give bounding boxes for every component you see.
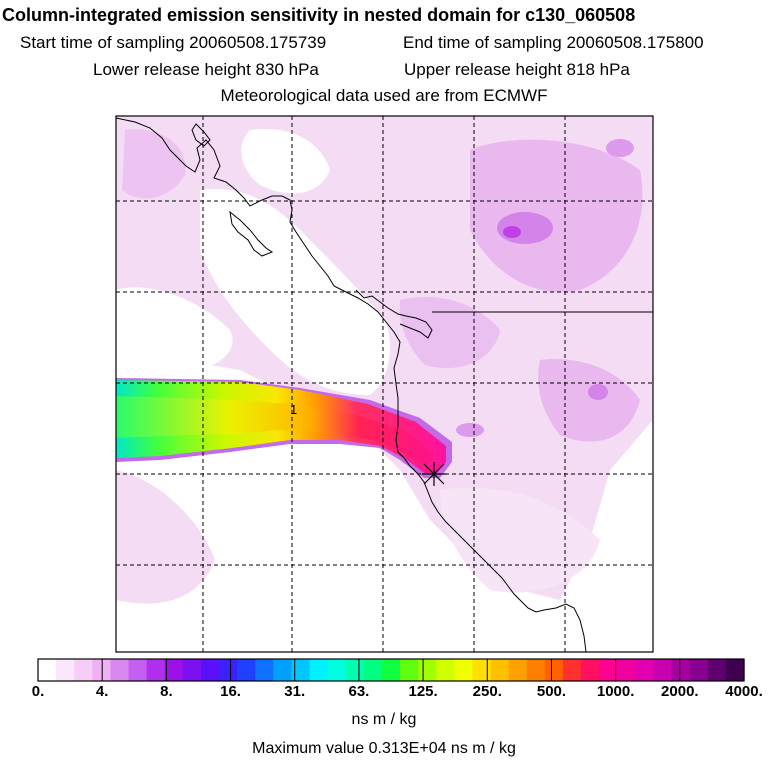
sampling-start: Start time of sampling 20060508.175739 — [20, 33, 327, 52]
release-upper: Upper release height 818 hPa — [404, 60, 630, 79]
colorbar-swatch — [526, 659, 546, 681]
colorbar-swatch — [381, 659, 401, 681]
colorbar-tick-label: 8. — [160, 683, 173, 700]
colorbar-tick-label: 4. — [95, 683, 109, 700]
colorbar-swatch — [436, 659, 455, 681]
plume-core — [116, 396, 432, 466]
colorbar-frame — [37, 658, 745, 682]
bay-1 — [355, 289, 433, 339]
colorbar-tick-label: 500. — [536, 683, 567, 700]
mid-pink-ne — [470, 139, 643, 292]
colorbar-tick-label: 4000. — [725, 683, 763, 700]
maximum-value: Maximum value 0.313E+04 ns m / kg — [252, 740, 516, 757]
release-lower: Lower release height 830 hPa — [93, 60, 319, 79]
plume-marker-label: 1 — [290, 402, 297, 417]
colorbar-swatch — [128, 659, 148, 681]
violet-spot-3 — [588, 384, 608, 400]
colorbar-swatch — [689, 659, 709, 681]
colorbar-tick-label: 1000. — [596, 683, 635, 700]
colorbar-swatch — [92, 659, 112, 681]
colorbar-swatch — [164, 659, 184, 681]
violet-spot-4 — [606, 139, 634, 157]
colorbar-swatch — [237, 659, 256, 681]
graticule — [116, 116, 653, 652]
colorbar-swatch — [599, 659, 618, 681]
release-marker — [422, 462, 446, 486]
colorbar-swatch — [725, 659, 745, 681]
colorbar-swatch — [562, 659, 582, 681]
colorbar-swatch — [255, 659, 274, 681]
colorbar-swatch — [617, 659, 636, 681]
mid-pink-center — [399, 296, 500, 369]
colorbar-swatch — [219, 659, 238, 681]
coastline — [115, 117, 587, 653]
colorbar-swatch — [327, 659, 347, 681]
colorbar-swatch — [200, 659, 220, 681]
colorbar-swatch — [418, 659, 437, 681]
colorbar-swatch — [146, 659, 166, 681]
colorbar-swatch — [472, 659, 492, 681]
pink-south-patch — [440, 487, 600, 593]
colorbar-tick-label: 125. — [408, 683, 438, 700]
colorbar-swatch — [707, 659, 727, 681]
colorbar-swatch — [671, 659, 691, 681]
figure-title: Column-integrated emission sensitivity i… — [2, 5, 636, 25]
colorbar-swatch — [508, 659, 528, 681]
violet-spot-2 — [503, 226, 521, 238]
colorbar-swatch — [635, 659, 655, 681]
colorbar-swatch — [74, 659, 93, 681]
colorbar-tick-label: 2000. — [661, 683, 699, 700]
colorbar-tick-label: 63. — [348, 683, 370, 700]
colorbar-tick-label: 250. — [472, 683, 502, 700]
colorbar-swatch — [309, 659, 329, 681]
colorbar-unit: ns m / kg — [351, 711, 417, 728]
colorbar-swatch — [490, 659, 510, 681]
colorbar-swatch — [363, 659, 383, 681]
colorbar-swatch — [400, 659, 419, 681]
colorbar-swatch — [544, 659, 564, 681]
colorbar-swatch — [291, 659, 311, 681]
colorbar-swatch — [110, 659, 130, 681]
colorbar-swatch — [273, 659, 293, 681]
colorbar-tick-label: 0. — [31, 683, 45, 700]
colorbar-swatch — [182, 659, 202, 681]
colorbar — [38, 659, 745, 681]
mid-pink-east — [538, 359, 640, 442]
sampling-row: Start time of sampling 20060508.175739 E… — [0, 33, 768, 55]
colorbar-swatch — [653, 659, 673, 681]
mid-pink-nw — [122, 129, 186, 199]
colorbar-tick-label: 16. — [220, 683, 241, 700]
map-frame — [115, 115, 654, 653]
colorbar-swatch — [56, 659, 75, 681]
sensitivity-field — [116, 116, 653, 604]
release-row: Lower release height 830 hPa Upper relea… — [0, 60, 768, 82]
sampling-end: End time of sampling 20060508.175800 — [403, 33, 704, 52]
colorbar-swatch — [345, 659, 365, 681]
white-north-patch — [241, 129, 330, 194]
pink-sw-patch — [116, 470, 215, 604]
met-source: Meteorological data used are from ECMWF — [220, 86, 548, 105]
colorbar-swatch — [38, 659, 57, 681]
colorbar-swatch — [581, 659, 600, 681]
colorbar-tick-label: 31. — [284, 683, 306, 700]
colorbar-swatch — [454, 659, 474, 681]
island-north — [191, 123, 211, 147]
violet-spot-5 — [456, 423, 484, 437]
inlet-1 — [229, 210, 274, 257]
